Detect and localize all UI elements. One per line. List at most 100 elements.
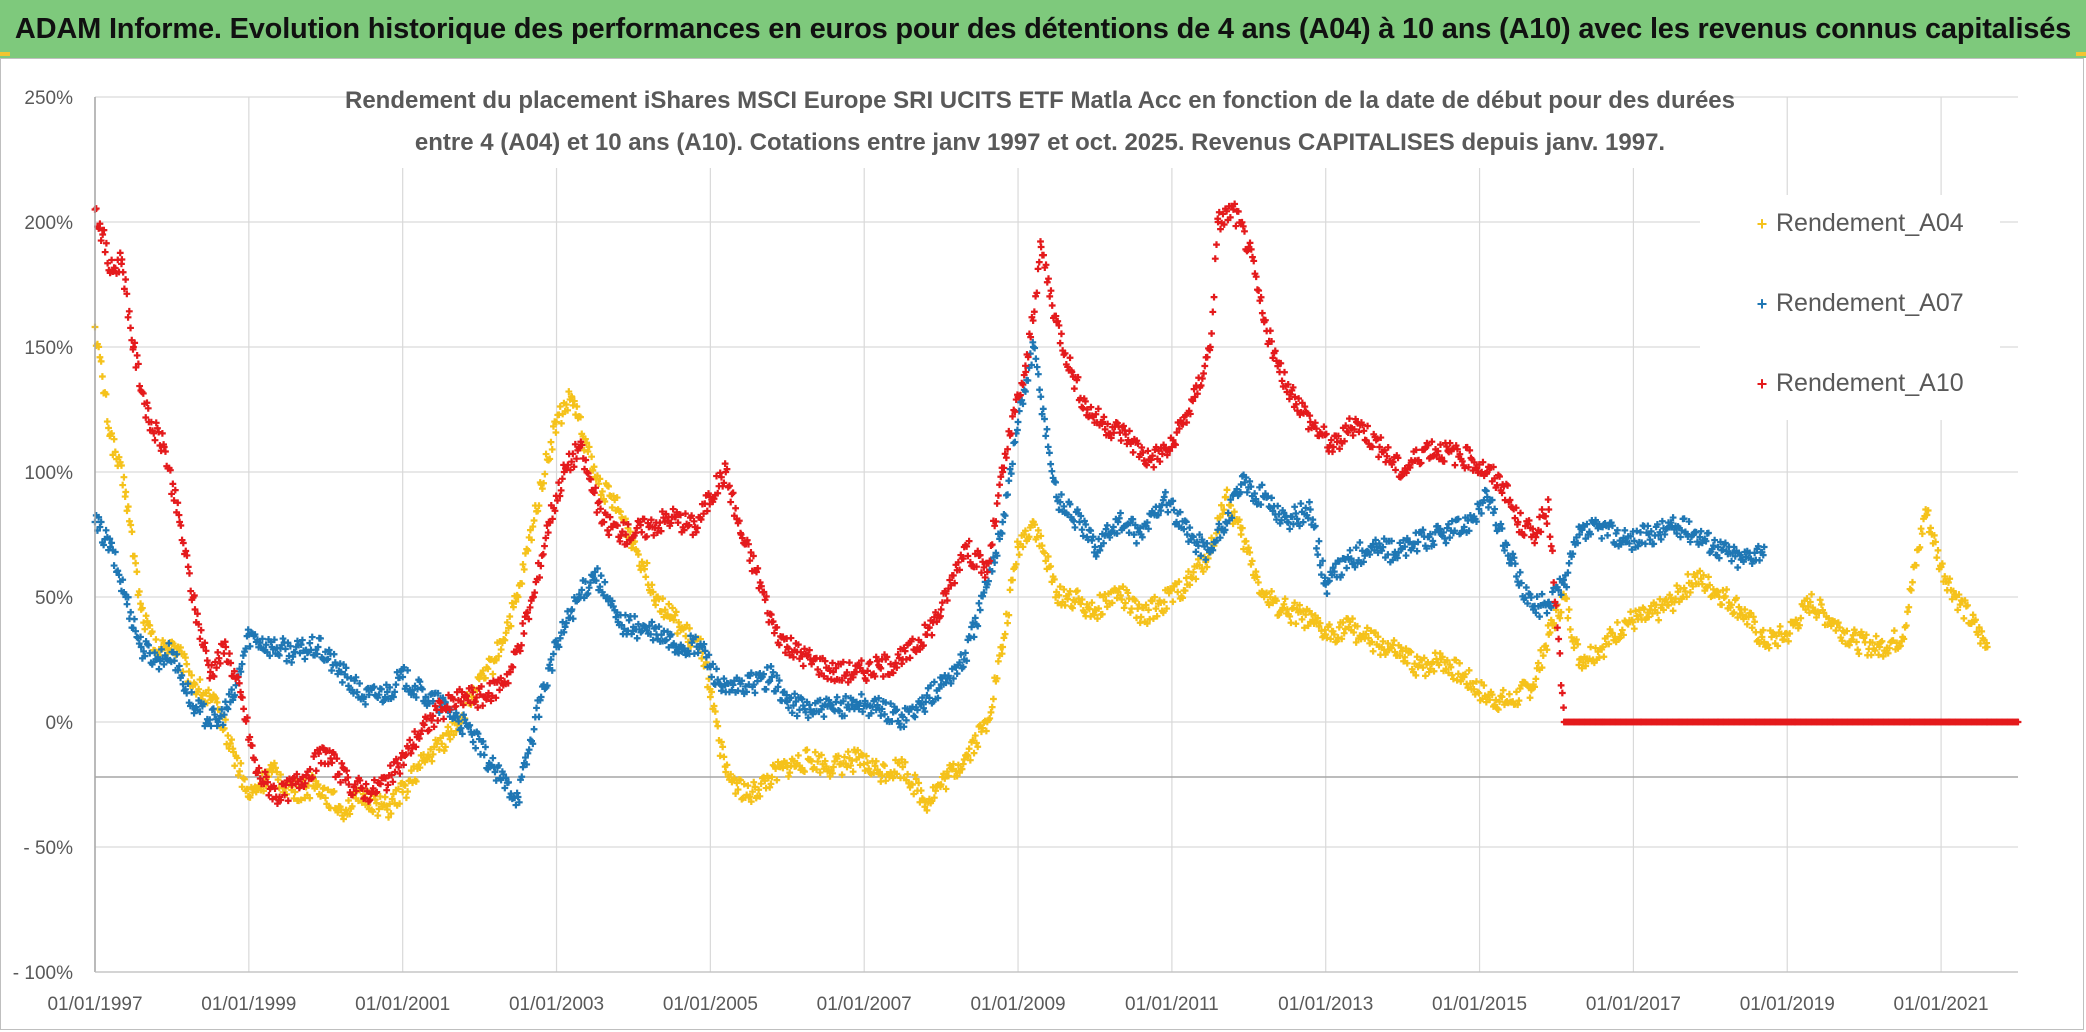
data-point [1748,624,1756,632]
data-point [987,708,995,716]
data-point [526,526,534,534]
data-point [1598,535,1606,542]
data-point [552,429,560,436]
data-point [790,757,797,765]
data-point [622,515,629,523]
data-point [589,466,597,474]
data-point [791,690,799,698]
data-point [215,654,223,662]
data-point [126,517,133,525]
data-point [177,644,184,651]
data-point [730,774,738,782]
data-point [102,526,110,534]
data-point [1718,601,1726,609]
data-point [438,740,446,748]
data-point [484,665,492,673]
y-tick-label: 150% [24,338,73,359]
data-point [1960,614,1968,622]
data-point [1286,525,1294,533]
data-point [1009,576,1016,584]
data-point [670,616,678,624]
data-point [584,590,592,597]
data-point [238,783,246,791]
series-layer [91,200,2022,823]
data-point [1723,586,1731,593]
data-point [213,698,221,706]
data-point [210,705,217,713]
data-point [127,521,135,529]
data-point [749,788,756,796]
data-point [1522,584,1530,591]
data-point [1465,666,1473,674]
data-point [1048,467,1056,475]
data-point [320,784,328,792]
data-point [291,788,299,796]
data-point [1274,502,1282,510]
data-point [597,505,604,513]
data-point [383,786,391,794]
data-point [529,523,537,530]
data-point [340,815,348,823]
data-point [530,517,538,524]
data-point [642,573,650,581]
data-point [1258,309,1266,317]
data-point [328,667,336,674]
data-point [375,805,383,813]
data-point [756,579,764,586]
data-point [518,580,526,588]
data-point [1543,520,1551,528]
data-point [558,475,566,483]
data-point [1872,632,1880,640]
data-point [1729,610,1737,618]
data-point [598,488,606,495]
data-point [297,796,305,804]
data-point [970,633,978,641]
data-point [993,500,1001,507]
legend-marker-a07: + [1757,294,1768,314]
data-point [1117,509,1124,517]
data-point [719,743,727,751]
data-point [557,487,565,494]
data-point [638,558,646,566]
data-point [1614,619,1621,626]
data-point [118,256,126,263]
data-point [631,612,639,620]
data-point [362,780,370,788]
data-point [801,768,808,776]
data-point [186,569,193,577]
chart-title-box: Rendement du placement iShares MSCI Euro… [345,80,1735,168]
data-point [185,668,193,675]
data-point [479,667,487,674]
data-point [270,759,278,767]
data-point [279,635,287,642]
data-point [226,650,233,657]
data-point [330,787,338,795]
data-point [180,650,188,658]
data-point [342,806,350,814]
data-point [1722,593,1729,600]
data-point [496,686,503,694]
data-point [720,753,728,761]
data-point [1005,477,1013,485]
data-point [354,797,362,805]
data-point [634,551,642,558]
data-point [1137,613,1145,621]
data-point [1058,330,1065,338]
data-point [1129,448,1137,456]
y-tick-label: 200% [24,213,73,234]
data-point [144,404,152,412]
data-point [1281,368,1288,376]
data-point [917,787,925,794]
data-point [744,782,752,790]
data-point [928,631,936,639]
data-point [220,724,228,732]
data-point [1133,539,1140,547]
data-point [183,660,191,668]
data-point [534,507,542,515]
data-point [799,662,807,670]
data-point [593,509,601,516]
data-point [298,636,306,644]
data-point [1087,527,1095,535]
data-point [1429,537,1437,545]
data-point [492,656,500,664]
